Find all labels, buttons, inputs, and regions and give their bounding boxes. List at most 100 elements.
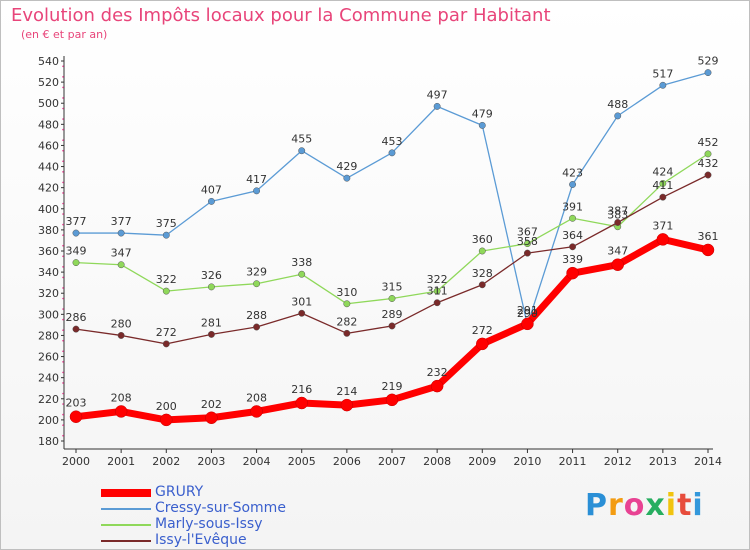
- data-label: 375: [156, 217, 177, 230]
- data-point: [72, 229, 80, 237]
- data-label: 216: [291, 383, 312, 396]
- data-point: [478, 247, 486, 255]
- data-label: 286: [66, 311, 87, 324]
- data-point: [207, 197, 215, 205]
- data-point: [569, 181, 577, 188]
- y-minor-dot: [62, 361, 64, 363]
- legend-swatch: [101, 540, 151, 542]
- y-tick-label: 260: [38, 351, 59, 364]
- data-point: [343, 300, 351, 308]
- data-point: [611, 258, 624, 271]
- data-label: 479: [472, 107, 493, 120]
- y-minor-dot: [62, 192, 64, 194]
- y-tick-label: 540: [38, 55, 59, 68]
- x-tick-label: 2005: [288, 455, 316, 468]
- y-minor-dot: [62, 202, 64, 205]
- data-point: [659, 179, 667, 187]
- y-minor-dot: [62, 171, 64, 173]
- y-minor-dot: [62, 255, 64, 258]
- data-point: [160, 413, 173, 427]
- data-label: 219: [382, 380, 403, 393]
- y-minor-dot: [62, 107, 64, 110]
- data-point: [388, 295, 396, 302]
- y-minor-dot: [62, 339, 64, 342]
- y-minor-dot: [62, 434, 64, 437]
- data-point: [207, 330, 215, 338]
- logo-letter: t: [677, 488, 693, 523]
- data-point: [704, 171, 712, 179]
- data-point: [430, 379, 444, 393]
- data-label: 315: [382, 281, 403, 294]
- data-label: 452: [698, 136, 719, 149]
- logo-letter: i: [665, 488, 678, 523]
- y-minor-dot: [62, 287, 64, 289]
- y-tick-label: 480: [38, 118, 59, 131]
- y-tick-label: 400: [38, 203, 59, 216]
- y-tick-label: 180: [38, 435, 59, 448]
- y-minor-dot: [62, 149, 64, 152]
- data-point: [253, 187, 261, 195]
- data-point: [343, 174, 351, 182]
- y-minor-dot: [62, 244, 64, 247]
- data-point: [659, 193, 667, 201]
- x-tick-label: 2004: [243, 455, 271, 468]
- data-label: 411: [652, 179, 673, 192]
- data-point: [433, 102, 441, 110]
- y-minor-dot: [62, 128, 64, 131]
- chart-subtitle: (en € et par an): [21, 28, 108, 41]
- data-label: 322: [427, 273, 448, 286]
- data-label: 417: [246, 173, 267, 186]
- y-tick-label: 280: [38, 329, 59, 342]
- data-point: [207, 283, 215, 291]
- data-label: 328: [472, 267, 493, 280]
- data-point: [478, 121, 486, 129]
- data-point: [298, 309, 306, 317]
- x-tick-label: 2007: [378, 455, 406, 468]
- y-tick-label: 320: [38, 287, 59, 300]
- data-point: [117, 331, 125, 339]
- data-label: 387: [607, 205, 628, 218]
- data-label: 291: [517, 304, 538, 317]
- data-label: 281: [201, 316, 222, 329]
- data-label: 432: [698, 157, 719, 170]
- y-tick-label: 500: [38, 97, 59, 110]
- y-minor-dot: [62, 392, 64, 395]
- data-label: 488: [607, 98, 628, 111]
- data-point: [433, 287, 441, 295]
- data-point: [117, 229, 125, 237]
- y-minor-dot: [62, 76, 64, 78]
- data-label: 338: [291, 256, 312, 269]
- data-label: 529: [698, 55, 719, 68]
- data-point: [343, 329, 351, 337]
- y-minor-dot: [62, 308, 64, 310]
- data-point: [388, 149, 396, 157]
- data-label: 347: [607, 245, 628, 258]
- y-minor-dot: [62, 403, 64, 405]
- x-tick-label: 2013: [649, 455, 677, 468]
- chart-title: Evolution des Impôts locaux pour la Comm…: [11, 5, 551, 26]
- data-point: [162, 231, 170, 239]
- data-point: [340, 398, 354, 412]
- x-tick-label: 2014: [694, 455, 722, 468]
- legend-swatch: [101, 524, 151, 526]
- data-point: [69, 410, 83, 423]
- x-tick-label: 2012: [604, 455, 632, 468]
- data-label: 424: [652, 165, 673, 178]
- data-label: 289: [382, 308, 403, 321]
- data-label: 453: [382, 135, 403, 148]
- data-label: 407: [201, 183, 222, 196]
- data-point: [162, 340, 170, 348]
- logo-letter: P: [585, 488, 608, 523]
- data-point: [72, 325, 80, 333]
- y-minor-dot: [62, 160, 64, 163]
- data-point: [253, 323, 261, 331]
- data-point: [701, 243, 715, 257]
- y-minor-dot: [62, 382, 64, 384]
- data-point: [295, 396, 308, 410]
- y-minor-dot: [62, 234, 64, 236]
- y-minor-dot: [62, 276, 64, 279]
- y-minor-dot: [62, 424, 64, 426]
- data-label: 326: [201, 269, 222, 282]
- data-label: 290: [517, 307, 538, 320]
- data-label: 322: [156, 273, 177, 286]
